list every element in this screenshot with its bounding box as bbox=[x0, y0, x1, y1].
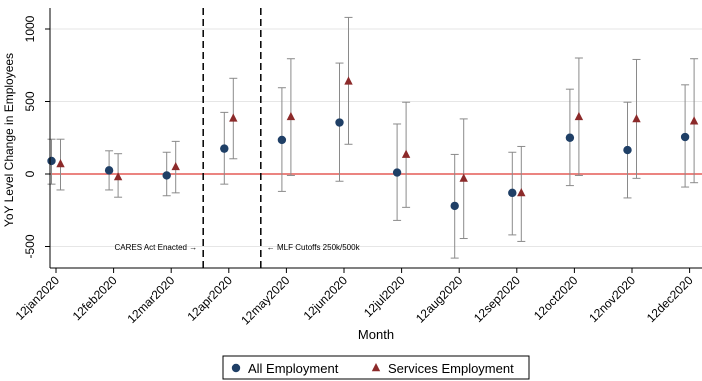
x-axis-label: Month bbox=[358, 327, 394, 342]
point-services-employment bbox=[574, 111, 584, 121]
y-tick-label: -500 bbox=[23, 234, 37, 258]
x-tick-label: 12jan2020 bbox=[13, 273, 63, 323]
error-bars bbox=[47, 16, 699, 259]
x-tick-label: 12may2020 bbox=[238, 273, 292, 327]
x-tick-label: 12jul2020 bbox=[361, 273, 408, 320]
legend-marker-services-employment bbox=[371, 363, 381, 372]
x-tick-label: 12apr2020 bbox=[184, 273, 235, 324]
legend: All Employment Services Employment bbox=[222, 355, 530, 380]
x-tick-label: 12nov2020 bbox=[586, 273, 638, 325]
point-all-employment bbox=[623, 145, 632, 155]
point-all-employment bbox=[220, 144, 229, 153]
point-services-employment bbox=[113, 172, 123, 181]
x-tick-label: 12sep2020 bbox=[471, 273, 523, 325]
event-lines: CARES Act Enacted → ← MLF Cutoffs 250k/50… bbox=[114, 8, 361, 268]
legend-label-all-employment: All Employment bbox=[248, 361, 339, 376]
point-all-employment bbox=[508, 188, 517, 198]
point-services-employment bbox=[286, 111, 296, 121]
markers bbox=[47, 76, 699, 211]
point-all-employment bbox=[104, 166, 114, 175]
event-label: CARES Act Enacted → bbox=[114, 243, 197, 252]
point-services-employment bbox=[229, 113, 238, 122]
y-tick-label: 500 bbox=[23, 91, 37, 111]
x-tick-label: 12aug2020 bbox=[413, 273, 466, 326]
legend-label-services-employment: Services Employment bbox=[388, 361, 514, 376]
x-tick-label: 12dec2020 bbox=[644, 273, 696, 325]
point-all-employment bbox=[565, 133, 575, 142]
point-all-employment bbox=[277, 135, 287, 145]
grid bbox=[50, 28, 702, 247]
point-all-employment bbox=[680, 132, 690, 142]
x-tick-label: 12jun2020 bbox=[301, 273, 351, 323]
y-tick-label: 1000 bbox=[23, 15, 37, 42]
point-all-employment bbox=[335, 118, 344, 127]
legend-marker-all-employment bbox=[231, 363, 241, 373]
point-all-employment bbox=[47, 156, 56, 166]
point-services-employment bbox=[56, 159, 65, 168]
point-services-employment bbox=[401, 149, 411, 158]
point-services-employment bbox=[344, 76, 353, 85]
point-services-employment bbox=[171, 161, 180, 171]
point-services-employment bbox=[459, 173, 468, 182]
point-all-employment bbox=[162, 171, 171, 180]
event-label: ← MLF Cutoffs 250k/500k bbox=[267, 243, 361, 252]
point-all-employment bbox=[392, 168, 402, 177]
point-services-employment bbox=[632, 114, 641, 123]
point-all-employment bbox=[450, 201, 459, 211]
x-tick-label: 12mar2020 bbox=[124, 273, 177, 326]
point-services-employment bbox=[689, 116, 699, 125]
x-tick-label: 12feb2020 bbox=[70, 273, 120, 323]
point-services-employment bbox=[517, 188, 526, 197]
y-axis-label: YoY Level Change in Employees bbox=[2, 53, 16, 227]
x-tick-label: 12oct2020 bbox=[531, 273, 581, 323]
y-tick-label: 0 bbox=[23, 170, 37, 177]
